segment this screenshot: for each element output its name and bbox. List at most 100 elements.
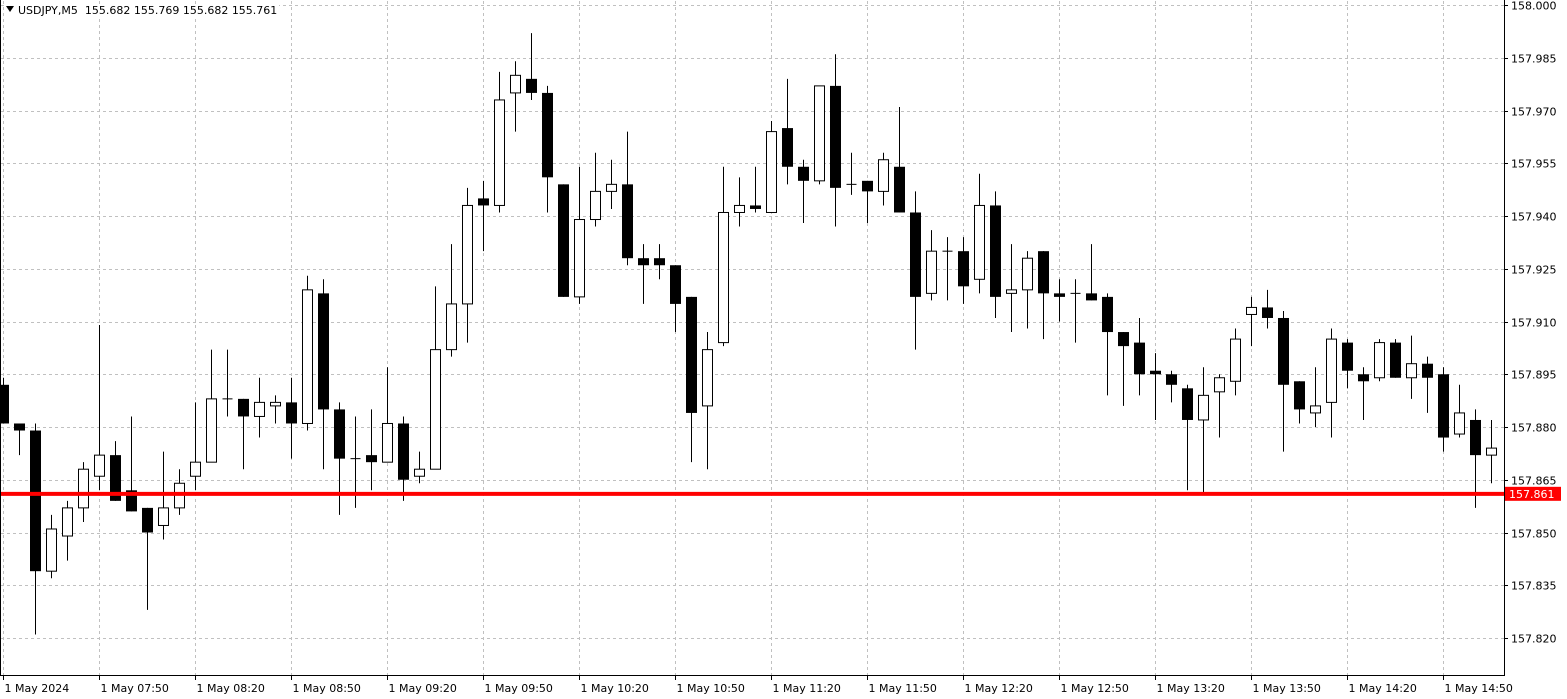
candle [366,409,377,491]
candle [1006,244,1017,333]
time-tick-label: 1 May 09:20 [389,682,457,695]
candle-body-bear [238,398,249,417]
candle-body-bear [782,128,793,167]
time-axis: 1 May 2024 1 May 07:50 1 May 08:20 1 May 08… [3,675,1513,695]
candle [286,377,297,459]
candle [1358,367,1369,420]
candle [334,402,345,515]
candle-body-bear [990,205,1001,297]
candle-body-bull [1486,447,1497,456]
candle [1166,370,1177,403]
candle-body-bear [1038,251,1049,294]
candle-body-bear [1470,419,1481,456]
candle-body-bear [1166,374,1177,385]
candle [30,423,41,635]
candle [878,152,889,206]
price-tick-label: 157.925 [1511,264,1557,277]
candle-body-bear [1086,293,1097,301]
candle [1118,332,1129,406]
candle-body-bear [14,423,25,431]
candle-body-bull [590,190,601,221]
price-tick-label: 157.895 [1511,369,1557,382]
time-tick-label: 1 May 12:50 [1061,682,1129,695]
candle [1262,289,1273,329]
candle-body-bull [574,219,585,298]
candle-body-bear [894,166,905,213]
candle [686,296,697,463]
horizontal-line-group[interactable]: 157.861 [0,486,1561,501]
candle-body-bear [654,258,665,266]
candle [142,507,153,610]
candle-body-bear [670,265,681,304]
candle [1390,339,1401,378]
candle-body-bull [1230,338,1241,382]
candle [110,441,121,501]
candle-body-bull [270,401,281,407]
candle-body-bear [126,490,137,512]
candle-body-bear [1054,293,1065,297]
time-tick-label: 1 May 11:50 [869,682,937,695]
candle [622,131,633,266]
time-tick-label: 1 May 07:50 [101,682,169,695]
candle [782,78,793,185]
candle-body-bear [686,296,697,413]
candle-body-bull [446,303,457,351]
candle [398,416,409,501]
candle [1342,339,1353,389]
candle-body-bear [110,455,121,501]
candle-body-bear [526,78,537,93]
candles [0,33,1497,635]
candle-body-bull [1326,338,1337,403]
candle-body-bear [0,384,9,424]
candle-body-bull [78,468,89,509]
candle [238,398,249,470]
time-tick-label: 1 May 2024 [5,682,70,695]
candle [1230,328,1241,396]
candle [222,349,233,417]
candle-body-bear [1262,307,1273,318]
candle [718,166,729,347]
candle [990,191,1001,318]
time-tick-label: 1 May 09:50 [485,682,553,695]
time-tick-label: 1 May 10:50 [677,682,745,695]
symbol-timeframe: USDJPY,M5 [18,4,78,17]
candle [1422,356,1433,413]
candle-body-bear [1438,374,1449,438]
price-tick-label: 157.865 [1511,475,1557,488]
candle [46,514,57,579]
price-level-label-bg [1505,486,1561,501]
candle [574,166,585,304]
candle [766,121,777,213]
candle [846,152,857,195]
candle-body-bull [1006,289,1017,294]
candle [1086,244,1097,301]
candle-body-bull [382,422,393,463]
candle [1054,279,1065,322]
candle [542,85,553,213]
candle-body-bear [1118,332,1129,347]
candle-body-bear [366,455,377,463]
candle-body-bull [718,211,729,344]
dropdown-triangle-icon[interactable] [6,6,14,12]
candle-body-bear [1342,342,1353,371]
candle-body-bear [750,205,761,209]
candle [0,377,9,424]
candle-body-bull [62,507,73,537]
candle [254,377,265,438]
candle [1486,419,1497,484]
candle [1182,384,1193,491]
candle [414,451,425,484]
candle-body-bear [1422,363,1433,378]
candle-body-bull [606,183,617,192]
price-tick-label: 157.970 [1511,106,1557,119]
candle-body-bear [142,507,153,533]
candle [1246,296,1257,347]
price-tick-label: 157.940 [1511,211,1557,224]
price-level-label: 157.861 [1509,488,1555,501]
candle [382,367,393,463]
time-tick-label: 1 May 14:50 [1445,682,1513,695]
candle [190,402,201,491]
candle [510,61,521,132]
candle-body-bull [462,204,473,305]
